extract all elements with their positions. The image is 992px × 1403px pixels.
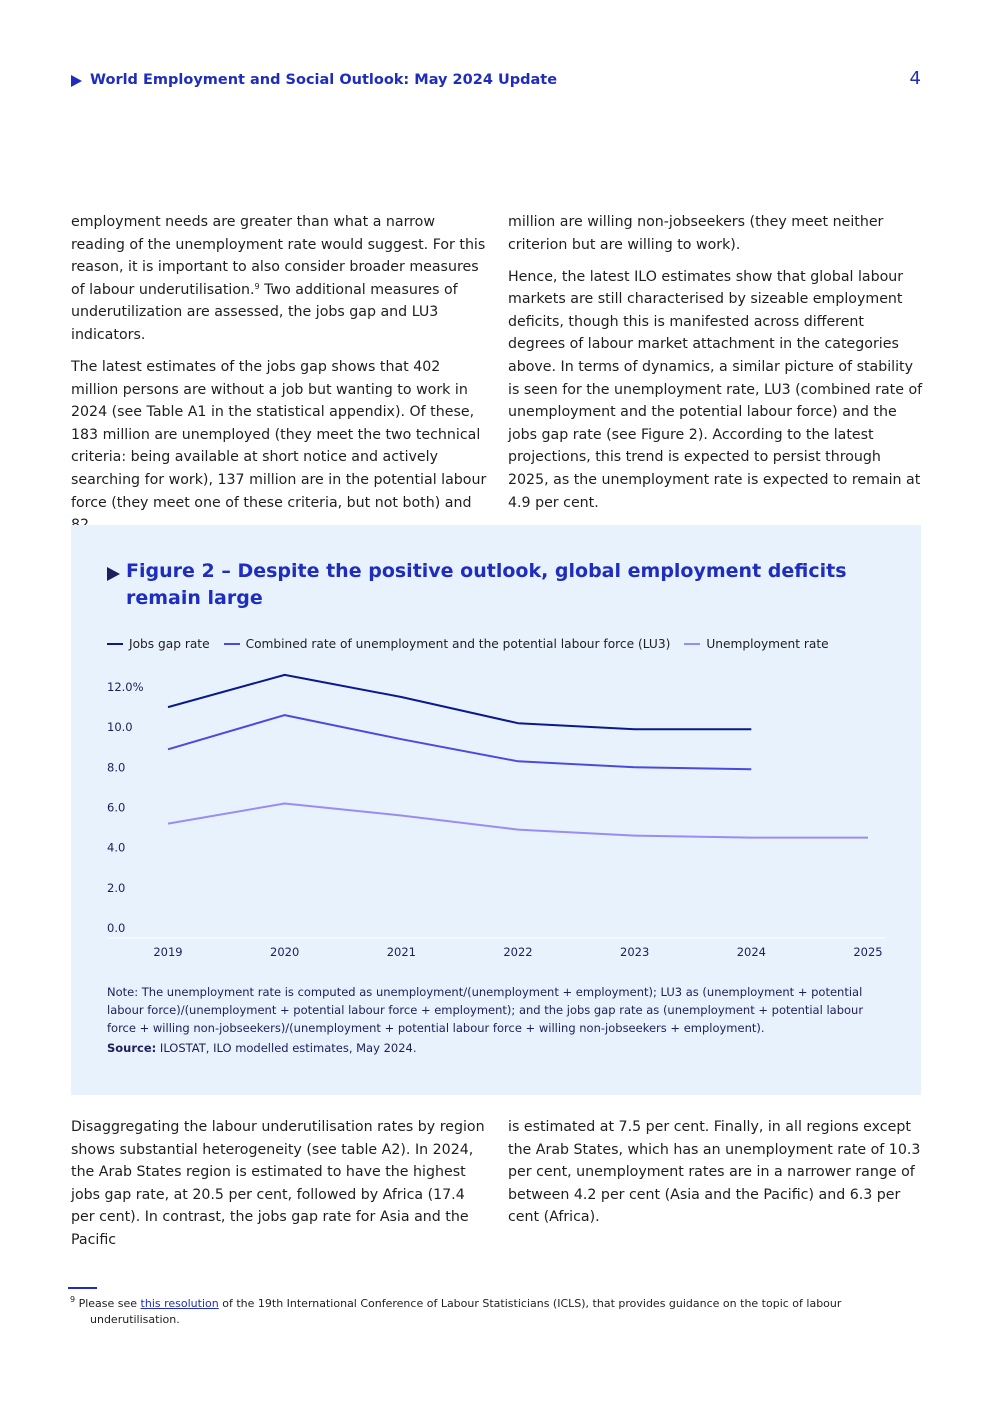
source-text: ILOSTAT, ILO modelled estimates, May 202…: [156, 1041, 417, 1055]
paragraph: is estimated at 7.5 per cent. Finally, i…: [508, 1119, 921, 1226]
footnote-text: of the 19th International Conference of …: [218, 1297, 842, 1310]
paragraph-text: Two additional measures of underutilizat…: [71, 281, 458, 343]
play-arrow-icon: [71, 75, 82, 87]
x-tick-label: 2023: [620, 945, 649, 959]
play-arrow-icon: [107, 567, 120, 581]
x-tick-label: 2022: [503, 945, 532, 959]
y-tick-label: 4.0: [107, 841, 125, 855]
paragraph: million are willing non-jobseekers (they…: [508, 214, 884, 253]
legend-swatch: [223, 642, 240, 645]
body-column-left-top: employment needs are greater than what a…: [71, 211, 487, 546]
paragraph: Hence, the latest ILO estimates show tha…: [508, 268, 923, 511]
footnote: 9 Please see this resolution of the 19th…: [70, 1296, 850, 1328]
footnote-marker: 9: [70, 1295, 76, 1304]
figure-panel: Figure 2 – Despite the positive outlook,…: [71, 525, 921, 1095]
x-tick-label: 2025: [853, 945, 882, 959]
paragraph: Disaggregating the labour underutilisati…: [71, 1119, 485, 1248]
figure-note: Note: The unemployment rate is computed …: [107, 985, 864, 1035]
x-tick-label: 2024: [737, 945, 766, 959]
page-header: World Employment and Social Outlook: May…: [71, 68, 921, 94]
x-tick-label: 2021: [387, 945, 416, 959]
paragraph-text: employment needs are greater than what a…: [71, 214, 486, 298]
series-line-1: [167, 673, 752, 731]
paragraph: The latest estimates of the jobs gap sho…: [71, 359, 487, 533]
legend-item: Jobs gap rate: [107, 637, 210, 651]
series-line-2: [167, 714, 752, 771]
legend-label: Combined rate of unemployment and the po…: [245, 637, 671, 651]
y-tick-label: 6.0: [107, 801, 125, 815]
y-tick-label: 8.0: [107, 760, 125, 774]
figure-title: Figure 2 – Despite the positive outlook,…: [126, 560, 847, 609]
legend-swatch: [107, 642, 123, 645]
footnote-divider: [68, 1287, 97, 1289]
y-tick-label: 12.0%: [107, 680, 144, 694]
paragraph: employment needs are greater than what a…: [71, 211, 487, 347]
resolution-link[interactable]: this resolution: [140, 1297, 219, 1310]
legend-swatch: [684, 642, 701, 645]
page-number: 4: [909, 68, 921, 89]
y-tick-label: 0.0: [107, 921, 125, 935]
chart-legend: Jobs gap rate Combined rate of unemployme…: [107, 637, 843, 651]
y-tick-label: 10.0: [107, 720, 133, 734]
y-tick-label: 2.0: [107, 881, 125, 895]
report-title: World Employment and Social Outlook: May…: [90, 72, 558, 88]
legend-item: Combined rate of unemployment and the po…: [223, 637, 671, 651]
body-column-left-bottom: Disaggregating the labour underutilisati…: [71, 1116, 487, 1261]
legend-item: Unemployment rate: [684, 637, 829, 651]
body-column-right-top: million are willing non-jobseekers (they…: [508, 211, 924, 524]
body-column-right-bottom: is estimated at 7.5 per cent. Finally, i…: [508, 1116, 924, 1238]
legend-label: Unemployment rate: [706, 637, 829, 651]
line-chart: 0.0 2.0 4.0 6.0 8.0 10.0 12.0% 2019 2020 2021 2022…: [107, 673, 886, 959]
source-label: Source:: [107, 1041, 157, 1055]
legend-label: Jobs gap rate: [129, 637, 210, 651]
series-line-3: [167, 802, 868, 839]
footnote-ref[interactable]: 9: [254, 281, 260, 291]
footnote-text: underutilisation.: [90, 1313, 180, 1326]
x-tick-label: 2019: [153, 945, 182, 959]
footnote-text: Please see: [75, 1297, 141, 1310]
x-tick-label: 2020: [270, 945, 299, 959]
figure-source: Source: ILOSTAT, ILO modelled estimates,…: [107, 1041, 417, 1055]
